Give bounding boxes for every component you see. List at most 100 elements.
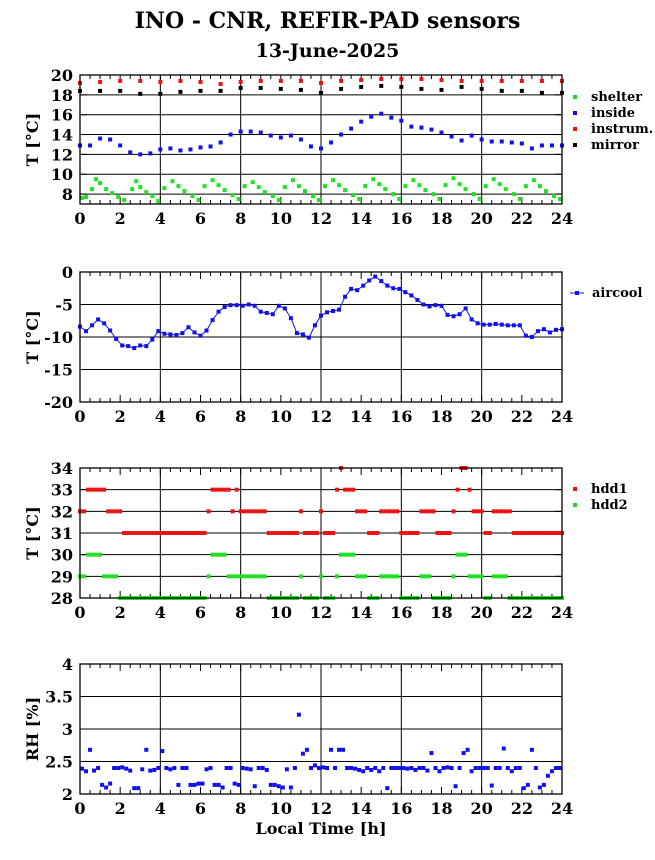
data-point [258, 78, 263, 83]
data-point [337, 183, 342, 188]
data-point [475, 321, 480, 326]
x-tick-label: 10 [270, 209, 292, 228]
y-tick-label: 0 [62, 263, 73, 282]
data-point [118, 143, 123, 148]
data-point [132, 346, 137, 351]
data-point [218, 88, 223, 93]
data-point [264, 310, 269, 315]
data-point [164, 766, 169, 770]
data-point [276, 198, 281, 203]
data-point [437, 197, 442, 202]
data-point [298, 574, 303, 579]
legend-label: shelter [591, 90, 642, 105]
x-tick-label: 0 [74, 603, 85, 622]
data-point [419, 76, 424, 81]
data-point [379, 111, 384, 116]
data-point [138, 185, 143, 190]
data-point [134, 531, 139, 535]
data-point [150, 337, 155, 342]
data-point [266, 531, 271, 535]
plot-frame [79, 467, 563, 599]
x-tick-label: 10 [270, 799, 292, 818]
data-point [160, 749, 165, 754]
data-point [541, 327, 546, 332]
data-point [487, 531, 492, 535]
data-point [499, 509, 504, 514]
data-point [226, 574, 231, 579]
data-point [268, 133, 273, 138]
data-point [427, 304, 432, 309]
x-tick-label: 2 [115, 799, 126, 818]
data-point [479, 137, 484, 142]
data-point [188, 782, 193, 787]
x-tick-label: 22 [511, 407, 533, 426]
data-point [298, 87, 303, 92]
data-point [493, 322, 498, 326]
data-point [557, 766, 562, 770]
data-point [463, 552, 468, 557]
data-point [100, 782, 105, 787]
data-point [118, 78, 123, 83]
data-point [423, 509, 428, 514]
data-point [391, 574, 396, 579]
data-point [96, 766, 101, 770]
data-point [471, 509, 476, 514]
x-tick-label: 8 [235, 799, 246, 818]
data-point [459, 138, 464, 143]
data-point [126, 344, 131, 349]
data-point [98, 88, 103, 93]
data-point [423, 188, 428, 193]
data-point [359, 84, 364, 89]
x-tick-label: 12 [310, 407, 332, 426]
series-shelter [80, 176, 562, 204]
legend-marker [573, 111, 577, 115]
data-point [120, 765, 125, 770]
data-point [282, 306, 287, 311]
data-point [208, 766, 213, 770]
data-point [483, 184, 488, 189]
data-point [515, 531, 520, 535]
data-point [411, 531, 416, 535]
data-point [369, 114, 374, 119]
x-tick-label: 8 [235, 407, 246, 426]
data-point [499, 78, 504, 83]
data-point [152, 767, 157, 772]
y-tick-label: 14 [51, 126, 73, 145]
data-point [216, 782, 221, 787]
data-point [198, 531, 203, 535]
data-point [319, 90, 323, 95]
data-point [471, 192, 476, 197]
data-point [98, 136, 103, 141]
x-tick-label: 4 [155, 407, 166, 426]
data-point [495, 574, 500, 579]
data-point [308, 766, 313, 770]
y-tick-label: -5 [55, 296, 73, 315]
data-point [86, 552, 91, 557]
data-point [258, 309, 263, 314]
data-point [294, 531, 299, 535]
data-point [90, 552, 95, 557]
data-point [128, 768, 133, 773]
data-point [433, 766, 438, 770]
data-point [158, 147, 163, 152]
data-point [182, 189, 187, 194]
data-point [407, 531, 412, 535]
data-point [339, 552, 344, 557]
data-point [439, 531, 444, 535]
x-tick-label: 10 [270, 603, 292, 622]
y-tick-label: 34 [51, 459, 73, 478]
data-point [104, 785, 109, 790]
data-point [479, 509, 484, 514]
data-point [453, 784, 458, 789]
data-point [276, 784, 281, 789]
data-point [262, 574, 267, 579]
data-point [170, 531, 175, 535]
data-point [88, 143, 93, 148]
data-point [288, 133, 293, 138]
data-point [349, 126, 354, 131]
data-point [537, 184, 542, 189]
data-point [519, 78, 524, 83]
